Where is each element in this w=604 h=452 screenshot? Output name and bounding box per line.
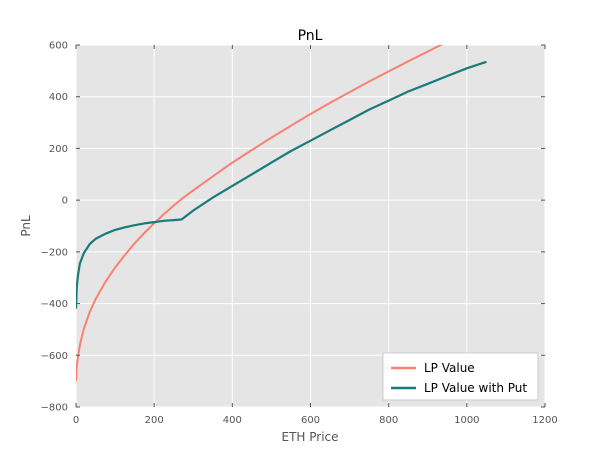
legend: LP Value LP Value with Put <box>382 352 539 401</box>
x-tick-label: 400 <box>223 415 242 426</box>
y-tick-label: 0 <box>62 196 68 207</box>
y-tick-label: −200 <box>41 247 68 258</box>
x-tick-label: 0 <box>73 415 79 426</box>
y-tick-label: −400 <box>41 299 68 310</box>
x-tick-label: 1200 <box>532 415 557 426</box>
legend-label: LP Value <box>424 361 475 375</box>
x-tick-label: 200 <box>145 415 164 426</box>
x-tick-label: 600 <box>301 415 320 426</box>
y-tick-label: 400 <box>49 92 68 103</box>
x-tick-label: 800 <box>379 415 398 426</box>
legend-label: LP Value with Put <box>424 381 527 395</box>
legend-box <box>382 352 539 401</box>
series-lines <box>76 45 487 382</box>
y-tick-label: −600 <box>41 351 68 362</box>
series-line-2 <box>76 60 487 309</box>
axis-ticks: 0 200 400 600 800 1000 1200 −800 −600 −400 −200 0 20… <box>41 41 558 427</box>
x-axis-label: ETH Price <box>281 430 338 444</box>
y-tick-label: −800 <box>41 403 68 414</box>
y-tick-label: 600 <box>49 41 68 52</box>
x-tick-label: 1000 <box>454 415 479 426</box>
y-axis-label: PnL <box>19 215 33 237</box>
y-tick-label: 200 <box>49 144 68 155</box>
chart-title: PnL <box>298 28 323 44</box>
series-line-1 <box>76 45 443 382</box>
